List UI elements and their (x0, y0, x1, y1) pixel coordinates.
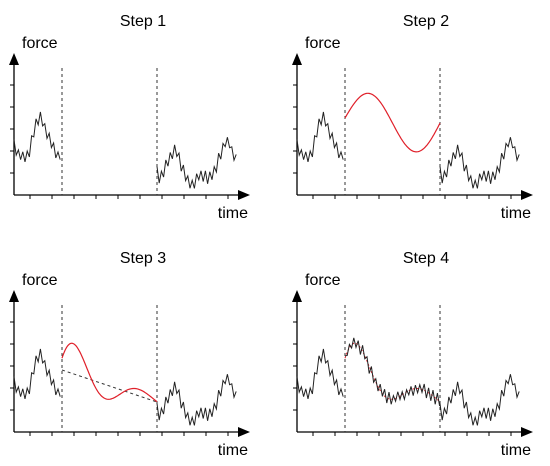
signal-right-segment (156, 137, 237, 189)
signal-left-segment (296, 348, 344, 400)
x-axis-label: time (501, 442, 531, 459)
force-signal (13, 342, 237, 426)
replacement-curve (61, 342, 158, 403)
panel-step-2: Step 2 force time (292, 13, 533, 222)
panel-step-4: Step 4 force time (292, 250, 533, 459)
signal-right-segment (156, 374, 237, 426)
signal-left-segment (13, 111, 61, 163)
y-axis-label: force (22, 35, 58, 52)
axes (292, 290, 533, 437)
signal-right-segment (439, 137, 520, 189)
x-axis-label: time (501, 205, 531, 222)
signal-middle-segment (344, 337, 441, 407)
y-axis-label: force (305, 35, 341, 52)
force-signal (296, 92, 520, 189)
y-axis-label: force (305, 272, 341, 289)
force-signal (296, 337, 520, 426)
axes (292, 53, 533, 200)
force-signal (13, 111, 237, 189)
y-axis-label: force (22, 272, 58, 289)
axes (9, 290, 250, 437)
trend-line (61, 369, 158, 403)
replacement-curve (344, 92, 441, 153)
x-axis-label: time (218, 442, 248, 459)
x-axis-label: time (218, 205, 248, 222)
signal-left-segment (13, 348, 61, 400)
panel-title: Step 2 (403, 13, 449, 30)
panel-title: Step 4 (403, 250, 449, 267)
interval-dividers (344, 68, 441, 195)
interval-dividers (344, 305, 441, 432)
interval-dividers (61, 305, 158, 432)
signal-left-segment (296, 111, 344, 163)
panel-step-1: Step 1 force time (9, 13, 250, 222)
signal-right-segment (439, 374, 520, 426)
interval-dividers (61, 68, 158, 195)
panel-title: Step 3 (120, 250, 166, 267)
panel-title: Step 1 (120, 13, 166, 30)
axes (9, 53, 250, 200)
panel-step-3: Step 3 force time (9, 250, 250, 459)
